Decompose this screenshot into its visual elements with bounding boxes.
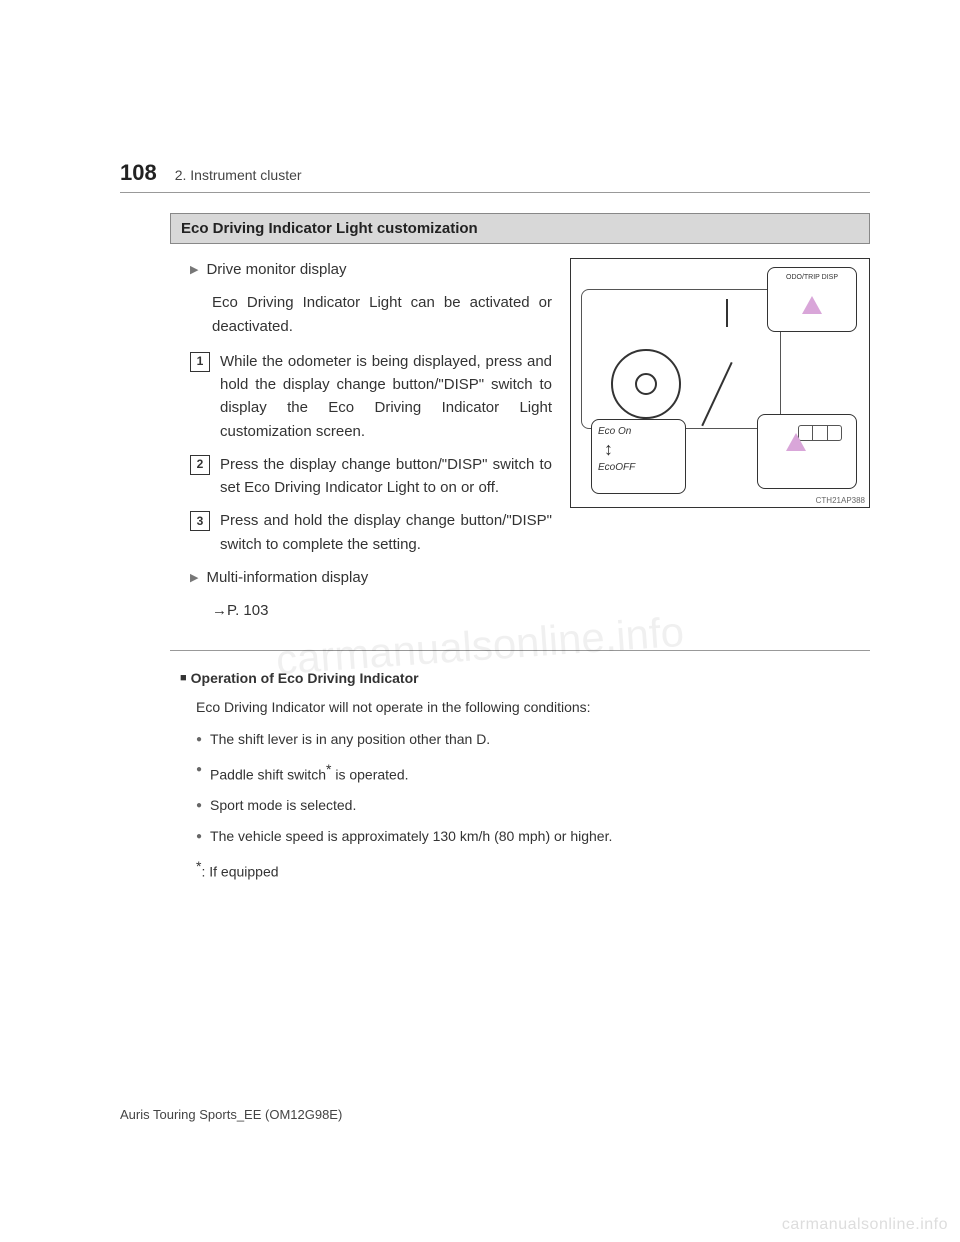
triangle-icon: ▶	[190, 262, 198, 279]
eco-on-label: Eco On	[598, 426, 679, 437]
drive-monitor-intro: Eco Driving Indicator Light can be activ…	[212, 291, 552, 338]
page-number: 108	[120, 160, 157, 186]
header-row: 108 2. Instrument cluster	[120, 160, 870, 193]
pointer-arrow-icon	[802, 296, 822, 314]
notes-section: ■ Operation of Eco Driving Indicator Eco…	[180, 667, 870, 883]
square-bullet-icon: ■	[180, 670, 187, 688]
callout-right	[757, 414, 857, 489]
step-1-text: While the odometer is being displayed, p…	[220, 350, 552, 443]
footnote: *: If equipped	[196, 855, 870, 883]
drive-monitor-heading-row: ▶ Drive monitor display	[190, 258, 552, 281]
content-row: ▶ Drive monitor display Eco Driving Indi…	[190, 258, 870, 622]
footnote-text: : If equipped	[201, 864, 278, 880]
note-item: ● Sport mode is selected.	[196, 794, 870, 816]
asterisk-mark: *	[326, 761, 331, 777]
step-3-text: Press and hold the display change button…	[220, 509, 552, 556]
corner-watermark: carmanualsonline.info	[782, 1216, 948, 1234]
note-item-text: Paddle shift switch* is operated.	[210, 758, 408, 786]
step-number-box: 1	[190, 352, 210, 372]
callout-top: ODO/TRIP DISP	[767, 267, 857, 332]
section-bar: Eco Driving Indicator Light customizatio…	[170, 213, 870, 244]
step-2: 2 Press the display change button/"DISP"…	[190, 453, 552, 500]
steering-wheel-icon	[611, 349, 681, 419]
callout-top-label: ODO/TRIP DISP	[768, 274, 856, 282]
page: 108 2. Instrument cluster Eco Driving In…	[0, 0, 960, 923]
note-item-text: The vehicle speed is approximately 130 k…	[210, 825, 612, 847]
note-item-prefix: Paddle shift switch	[210, 767, 326, 783]
step-number-box: 2	[190, 455, 210, 475]
dot-bullet-icon: ●	[196, 829, 202, 847]
dashboard-outline	[581, 289, 781, 429]
triangle-icon: ▶	[190, 570, 198, 587]
step-number-box: 3	[190, 511, 210, 531]
note-item-suffix: is operated.	[335, 767, 408, 783]
updown-arrow-icon: ↕	[604, 439, 613, 460]
callout-left: Eco On ↕ EcoOFF	[591, 419, 686, 494]
eco-off-label: EcoOFF	[598, 462, 679, 473]
note-item: ● The shift lever is in any position oth…	[196, 728, 870, 750]
note-item-text: The shift lever is in any position other…	[210, 728, 490, 750]
drive-monitor-heading: Drive monitor display	[206, 258, 346, 281]
footer: Auris Touring Sports_EE (OM12G98E)	[120, 1107, 342, 1122]
figure-code: CTH21AP388	[816, 496, 865, 505]
note-item: ● Paddle shift switch* is operated.	[196, 758, 870, 786]
section-label: 2. Instrument cluster	[175, 167, 302, 183]
note-item: ● The vehicle speed is approximately 130…	[196, 825, 870, 847]
dot-bullet-icon: ●	[196, 732, 202, 750]
notes-title: Operation of Eco Driving Indicator	[191, 667, 419, 689]
notes-body: Eco Driving Indicator will not operate i…	[196, 696, 870, 718]
pointer-arrow-icon	[786, 433, 806, 451]
multi-info-heading-row: ▶ Multi-information display	[190, 566, 552, 589]
instruction-figure: ODO/TRIP DISP Eco On ↕ EcoOFF CTH21AP388	[570, 258, 870, 508]
dot-bullet-icon: ●	[196, 798, 202, 816]
divider	[170, 650, 870, 651]
step-3: 3 Press and hold the display change butt…	[190, 509, 552, 556]
multi-info-heading: Multi-information display	[206, 566, 368, 589]
text-column: ▶ Drive monitor display Eco Driving Indi…	[190, 258, 552, 622]
dot-bullet-icon: ●	[196, 762, 202, 786]
notes-title-row: ■ Operation of Eco Driving Indicator	[180, 667, 870, 689]
page-reference: →P. 103	[212, 599, 552, 622]
step-1: 1 While the odometer is being displayed,…	[190, 350, 552, 443]
note-item-text: Sport mode is selected.	[210, 794, 356, 816]
callout-line	[726, 299, 728, 327]
step-2-text: Press the display change button/"DISP" s…	[220, 453, 552, 500]
